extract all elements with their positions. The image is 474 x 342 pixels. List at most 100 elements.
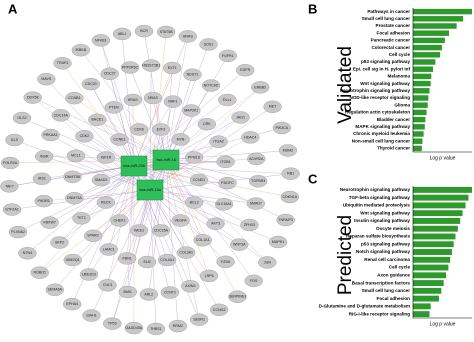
gene-label: ABL1 xyxy=(118,32,127,36)
bar xyxy=(413,145,422,152)
gene-node xyxy=(63,170,82,184)
gene-node xyxy=(65,91,84,105)
gene-node xyxy=(272,121,292,135)
bar xyxy=(413,37,445,44)
gene-label: CCNE1 xyxy=(113,137,125,141)
edge xyxy=(165,159,286,221)
edge xyxy=(21,117,135,167)
gene-node xyxy=(110,133,129,146)
gene-label: RAF1 xyxy=(168,100,177,104)
bar xyxy=(413,186,472,193)
gene-label: FOS xyxy=(250,279,258,283)
gene-label: ITGB1 xyxy=(220,160,230,164)
gene-label: RECK xyxy=(101,200,112,204)
bar xyxy=(413,59,436,65)
gene-node xyxy=(117,252,137,265)
mirna-hub xyxy=(136,179,164,201)
gene-node xyxy=(206,217,225,230)
bar xyxy=(413,311,430,318)
gene-node xyxy=(183,68,202,81)
gene-node xyxy=(278,144,298,157)
gene-label: FBXW7 xyxy=(43,221,55,225)
gene-label: SKP2 xyxy=(55,241,64,245)
gene-label: SEMA6A xyxy=(47,288,62,292)
gene-node xyxy=(146,322,166,336)
gene-label: MCL1 xyxy=(71,154,81,158)
edge xyxy=(71,165,135,305)
gene-node xyxy=(41,128,60,142)
panel-label: A xyxy=(8,1,18,16)
gene-label: NTN4 xyxy=(23,251,32,255)
gene-label: MET xyxy=(269,105,277,109)
gene-label: EGFR xyxy=(240,68,250,72)
gene-node xyxy=(176,246,196,259)
gene-node xyxy=(157,253,177,267)
category-label: Thyroid cancer xyxy=(377,146,410,151)
gene-node xyxy=(184,151,204,164)
gene-label: FZD6 xyxy=(221,260,230,264)
mirna-hub xyxy=(120,155,148,177)
gene-label: E2F3 xyxy=(157,127,166,131)
gene-label: CCNB1 xyxy=(68,96,80,100)
edge xyxy=(108,165,135,250)
bar xyxy=(413,30,449,36)
gene-node xyxy=(236,64,255,77)
gene-label: MYB xyxy=(177,137,185,141)
bar xyxy=(413,16,464,22)
bar xyxy=(413,241,454,248)
gene-node xyxy=(71,43,91,57)
mirna-hub xyxy=(152,149,180,171)
category-label: Focal adhesion xyxy=(377,30,411,35)
bar xyxy=(413,73,432,80)
gene-node xyxy=(151,224,171,237)
gene-label: SOS1 xyxy=(204,42,214,46)
gene-node xyxy=(124,321,144,335)
gene-node xyxy=(37,72,56,86)
gene-node xyxy=(65,192,84,205)
side-label: Validated xyxy=(335,46,356,124)
gene-node xyxy=(104,101,124,114)
bar xyxy=(413,233,456,240)
gene-label: EXT1 xyxy=(168,66,177,70)
edge xyxy=(165,159,259,182)
gene-label: PPP2R5C xyxy=(122,65,139,69)
gene-label: PIK3R1 xyxy=(38,199,50,203)
gene-label: PDGFC xyxy=(221,181,234,185)
gene-node xyxy=(258,256,277,269)
edge xyxy=(133,36,188,167)
gene-label: GLS xyxy=(11,138,19,142)
gene-label: JAG1 xyxy=(236,115,245,119)
category-label: Neurotrophin signaling pathway xyxy=(340,187,411,192)
gene-node xyxy=(244,274,263,288)
gene-label: CRK xyxy=(203,122,211,126)
edge xyxy=(133,70,246,167)
gene-label: STAT5B xyxy=(160,30,174,34)
gene-label: UBE2Q1 xyxy=(66,258,80,262)
gene-node xyxy=(88,113,107,126)
edge xyxy=(92,159,167,236)
gene-label: RRM2 xyxy=(173,324,183,328)
gene-label: MAVS xyxy=(41,77,52,81)
gene-node xyxy=(82,309,101,322)
gene-label: SPARC xyxy=(87,234,100,238)
gene-label: PPM1D xyxy=(188,155,201,159)
gene-node xyxy=(216,155,235,168)
gene-label: HS3ST3B1 xyxy=(142,63,160,67)
gene-label: CUL3 xyxy=(103,283,112,287)
gene-label: IRS1 xyxy=(38,177,46,181)
gene-label: CHEK1 xyxy=(113,218,125,222)
gene-node xyxy=(216,255,235,269)
gene-label: TP53 xyxy=(108,322,117,326)
gene-node xyxy=(0,180,19,193)
gene-node xyxy=(199,269,219,283)
gene-label: CDC23 xyxy=(85,82,97,86)
gene-node xyxy=(34,194,53,208)
gene-label: AKT3 xyxy=(211,222,220,226)
gene-label: SMAD3 xyxy=(95,178,107,182)
edge xyxy=(149,189,191,287)
gene-label: CDC27 xyxy=(104,72,116,76)
gene-label: AXIN2 xyxy=(185,284,195,288)
edge xyxy=(149,31,167,191)
gene-node xyxy=(201,79,221,92)
